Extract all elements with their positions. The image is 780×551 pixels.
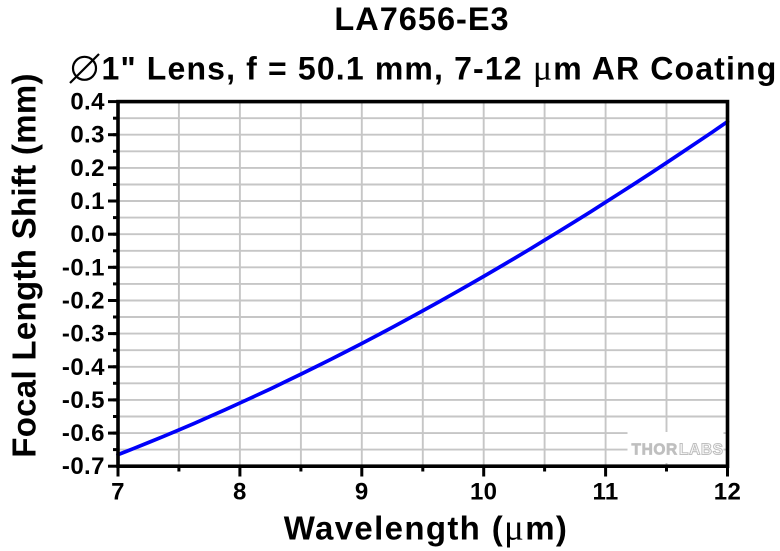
svg-text:12: 12 [714, 479, 742, 506]
svg-text:THOR: THOR [632, 442, 678, 459]
svg-text:Focal Length Shift (mm): Focal Length Shift (mm) [6, 73, 43, 458]
svg-text:-0.7: -0.7 [62, 453, 105, 480]
svg-text:-0.4: -0.4 [62, 354, 105, 381]
svg-text:0.0: 0.0 [70, 221, 105, 248]
svg-text:0.3: 0.3 [70, 122, 105, 149]
svg-text:0.4: 0.4 [70, 89, 105, 116]
svg-text:-0.3: -0.3 [62, 321, 105, 348]
svg-text:1" Lens, f = 50.1 mm, 7-12 μm: 1" Lens, f = 50.1 mm, 7-12 μm AR Coating [102, 47, 778, 87]
svg-text:10: 10 [470, 479, 498, 506]
svg-text:LA7656-E3: LA7656-E3 [334, 1, 509, 37]
svg-text:Wavelength (μm): Wavelength (μm) [284, 508, 569, 549]
svg-text:8: 8 [233, 479, 247, 506]
svg-text:11: 11 [593, 479, 619, 506]
svg-text:LABS: LABS [679, 442, 724, 459]
svg-text:7: 7 [111, 479, 125, 506]
svg-text:9: 9 [355, 479, 369, 506]
svg-text:-0.5: -0.5 [62, 387, 105, 414]
svg-text:0.1: 0.1 [70, 188, 105, 215]
svg-text:-0.2: -0.2 [62, 288, 105, 315]
svg-text:-0.1: -0.1 [62, 254, 105, 281]
svg-text:0.2: 0.2 [70, 155, 105, 182]
svg-text:-0.6: -0.6 [62, 420, 105, 447]
